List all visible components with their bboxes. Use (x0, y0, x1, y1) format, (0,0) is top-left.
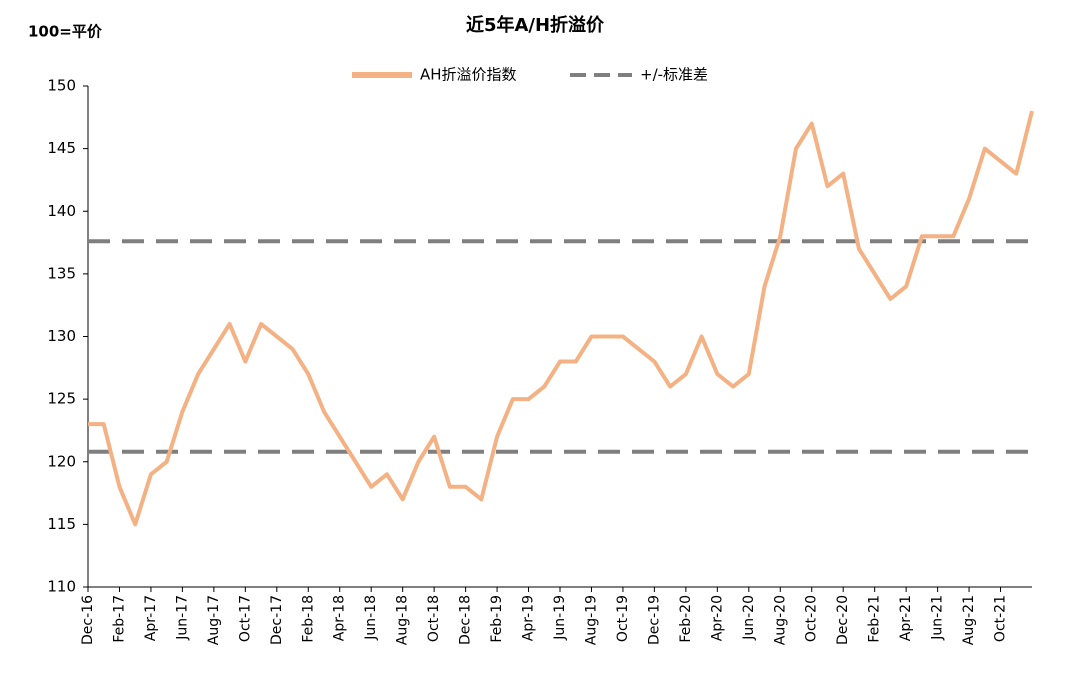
y-tick-label: 135 (47, 264, 76, 282)
x-tick-label: Apr-19 (521, 595, 537, 641)
x-tick-label: Dec-17 (269, 595, 285, 645)
x-tick-label: Oct-21 (993, 595, 1009, 642)
x-tick-label: Feb-19 (489, 595, 505, 643)
x-tick-label: Jun-18 (363, 595, 379, 641)
x-tick-label: Aug-20 (772, 595, 788, 645)
x-tick-label: Jun-19 (552, 595, 568, 641)
x-tick-label: Dec-20 (835, 595, 851, 645)
x-tick-label: Oct-17 (237, 595, 253, 642)
y-tick-label: 145 (47, 139, 76, 157)
x-tick-label: Aug-17 (206, 595, 222, 645)
y-axis-unit: 100=平价 (28, 23, 103, 41)
y-tick-label: 110 (47, 578, 76, 596)
x-tick-label: Feb-20 (678, 595, 694, 643)
x-tick-label: Aug-18 (395, 595, 411, 645)
data-line (88, 110, 1034, 527)
x-tick-label: Jun-17 (174, 595, 190, 641)
x-tick-label: Dec-16 (80, 595, 96, 645)
y-tick-label: 120 (47, 452, 76, 470)
x-tick-label: Apr-21 (898, 595, 914, 641)
x-tick-label: Apr-17 (143, 595, 159, 641)
x-tick-label: Apr-18 (332, 595, 348, 641)
y-tick-label: 150 (47, 77, 76, 95)
x-tick-label: Aug-19 (583, 595, 599, 645)
legend-label: +/-标准差 (640, 66, 708, 84)
x-tick-label: Feb-18 (300, 595, 316, 643)
x-tick-label: Jun-21 (930, 595, 946, 641)
x-tick-label: Dec-19 (646, 595, 662, 645)
x-tick-label: Oct-19 (615, 595, 631, 642)
x-tick-label: Oct-18 (426, 595, 442, 642)
x-tick-label: Jun-20 (741, 595, 757, 641)
x-tick-label: Feb-17 (111, 595, 127, 643)
legend-label: AH折溢价指数 (420, 66, 517, 84)
x-tick-label: Oct-20 (804, 595, 820, 642)
x-tick-label: Feb-21 (867, 595, 883, 643)
x-tick-label: Apr-20 (709, 595, 725, 641)
chart-title: 近5年A/H折溢价 (466, 14, 605, 36)
x-tick-label: Dec-18 (458, 595, 474, 645)
y-tick-label: 115 (47, 515, 76, 533)
y-tick-label: 130 (47, 327, 76, 345)
y-tick-label: 125 (47, 390, 76, 408)
y-tick-label: 140 (47, 202, 76, 220)
x-tick-label: Aug-21 (961, 595, 977, 645)
